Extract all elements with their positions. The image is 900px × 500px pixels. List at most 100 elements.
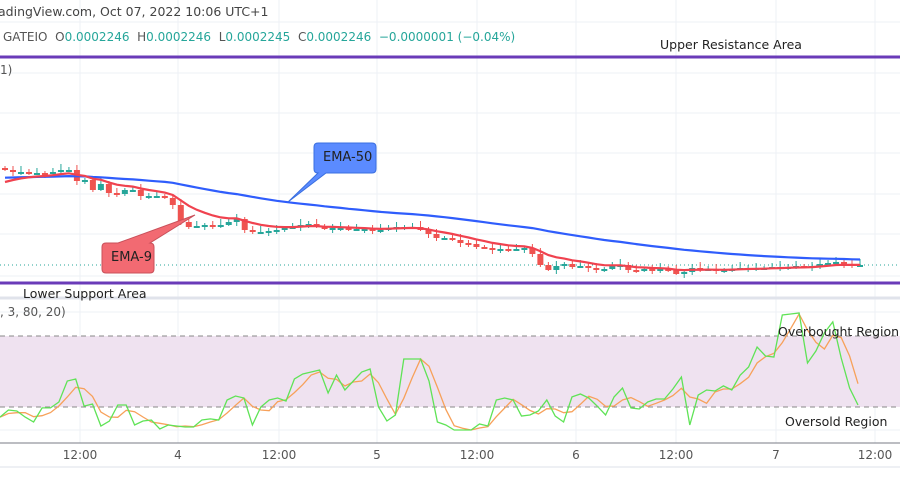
candle-body [457, 240, 464, 243]
candle-body [249, 230, 256, 232]
candle-body [161, 196, 168, 198]
candle [185, 219, 192, 229]
candle-body [185, 222, 192, 227]
time-tick-label: 7 [772, 448, 780, 462]
candle [681, 270, 688, 278]
candle-body [537, 254, 544, 265]
candle [137, 184, 144, 200]
candle [169, 194, 176, 209]
symbol[interactable]: GATEIO [3, 30, 48, 44]
candle-body [201, 225, 208, 227]
candle-body [521, 248, 528, 250]
candle-body [553, 266, 560, 270]
candle [649, 265, 656, 274]
candle-body [17, 172, 24, 174]
candle [545, 262, 552, 271]
candle-body [89, 180, 96, 190]
candle-body [569, 264, 576, 267]
candle-body [217, 225, 224, 227]
candle [569, 260, 576, 269]
candle-body [337, 228, 344, 230]
candle [217, 219, 224, 228]
candle-body [433, 234, 440, 238]
candle-body [233, 219, 240, 222]
candle-body [633, 270, 640, 272]
stoch-k-line [0, 312, 859, 431]
candle [505, 246, 512, 252]
candle [257, 226, 264, 234]
candle-body [513, 249, 520, 251]
candle [249, 226, 256, 234]
candle [57, 164, 64, 174]
candle-body [833, 262, 840, 264]
stoch-d-line [0, 312, 859, 431]
candle-body [345, 228, 352, 230]
ema-indicator-label[interactable]: 1) [0, 63, 13, 77]
candle-body [489, 248, 496, 250]
candle-body [257, 232, 264, 234]
candle-body [465, 243, 472, 245]
candle-body [473, 244, 480, 247]
stoch-indicator-label[interactable]: , 3, 80, 20) [0, 305, 66, 319]
candle-body [225, 222, 232, 225]
candle-body [177, 205, 184, 222]
candle [121, 188, 128, 196]
candle [449, 234, 456, 241]
candle-body [33, 173, 40, 175]
candle-body [721, 270, 728, 272]
stoch-band [0, 336, 900, 407]
candle-body [353, 229, 360, 231]
candle [265, 228, 272, 236]
candle [193, 221, 200, 228]
candle [2, 166, 8, 171]
candle-body [577, 266, 584, 268]
low-label: L [218, 30, 226, 44]
candle [329, 224, 336, 233]
candle-body [41, 173, 48, 175]
candle-body [9, 170, 16, 172]
ohlc-legend: GATEIO O0.0002246 H0.0002246 L0.0002245 … [3, 30, 515, 44]
candle [465, 240, 472, 247]
candle-body [209, 225, 216, 227]
candle-body [153, 196, 160, 198]
ema-50-callout [287, 142, 377, 203]
candle-body [481, 247, 488, 249]
open-value: 0.0002246 [64, 30, 130, 44]
candle-body [105, 184, 112, 193]
candle-body [113, 193, 120, 195]
ema-9-line [4, 172, 860, 272]
candle-body [377, 230, 384, 232]
ema-9-callout [101, 214, 196, 274]
candle [233, 214, 240, 226]
lower-support-label: Lower Support Area [23, 286, 147, 301]
candle-body [441, 238, 448, 240]
candle-body [65, 170, 72, 172]
candle [553, 261, 560, 274]
candle-body [449, 238, 456, 240]
candle-body [169, 198, 176, 205]
candle-body [121, 190, 128, 194]
candle-body [841, 262, 848, 264]
candle [601, 267, 608, 272]
ema-50-line [4, 174, 861, 261]
high-value: 0.0002246 [146, 30, 212, 44]
candle-body [129, 190, 136, 192]
candle [561, 262, 568, 269]
candle-body [601, 269, 608, 271]
time-tick-label: 12:00 [261, 448, 297, 462]
candle [65, 167, 72, 172]
candle [529, 244, 536, 257]
overbought-label: Overbought Region [778, 324, 900, 339]
candle-body [329, 228, 336, 230]
candle [145, 193, 152, 199]
candle-body [825, 263, 832, 265]
candle [585, 263, 592, 272]
candle [473, 239, 480, 249]
chart-header: adingView.com, Oct 07, 2022 10:06 UTC+1 [0, 4, 269, 19]
time-tick-label: 12:00 [62, 448, 98, 462]
ema-50-callout-label: EMA-50 [323, 150, 373, 165]
change-value: −0.0000001 (−0.04%) [378, 30, 516, 44]
candle-body [369, 229, 376, 231]
candle-body [585, 266, 592, 268]
